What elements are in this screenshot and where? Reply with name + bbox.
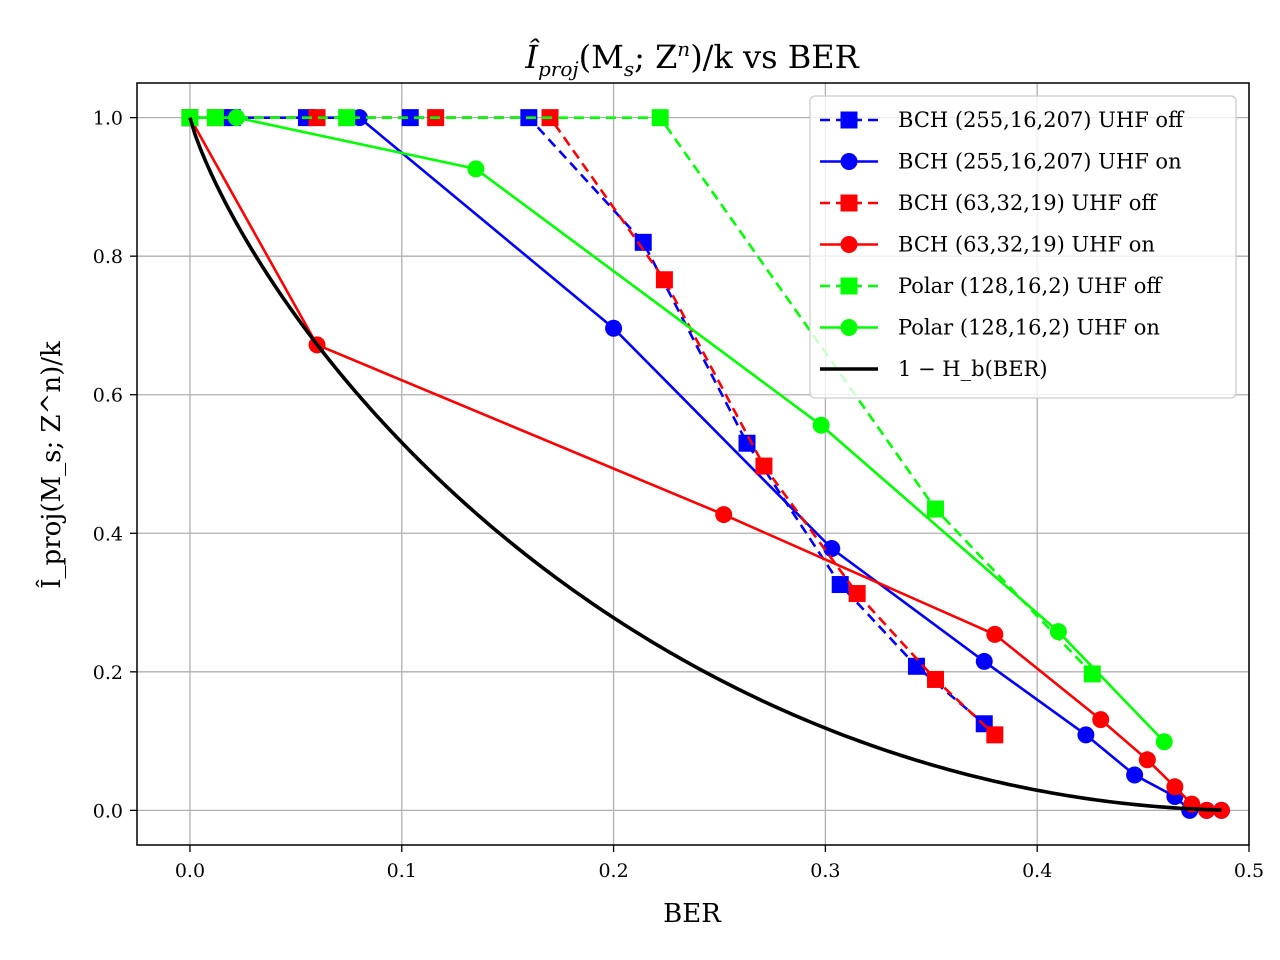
y-axis-label: Î_proj(M_s; Z^n)/k [35,341,67,589]
legend-label: 1 − H_b(BER) [898,357,1048,381]
data-point [652,109,669,126]
data-point [656,271,673,288]
data-point [605,320,622,337]
legend-label: Polar (128,16,2) UHF off [898,274,1163,298]
y-tick-label: 0.2 [93,662,123,684]
data-point [986,626,1003,643]
data-point [927,671,944,688]
legend-label: Polar (128,16,2) UHF on [898,316,1160,340]
data-point [715,506,732,523]
data-point [1139,751,1156,768]
data-point [228,109,245,126]
x-tick-label: 0.4 [1022,860,1052,882]
x-tick-label: 0.0 [175,860,205,882]
legend-marker [841,319,858,336]
legend-marker [841,278,858,295]
legend-marker [841,195,858,212]
y-tick-label: 0.4 [93,523,123,545]
legend-label: BCH (63,32,19) UHF on [898,233,1155,257]
x-tick-label: 0.5 [1234,860,1264,882]
legend-label: BCH (255,16,207) UHF on [898,150,1182,174]
y-tick-label: 0.0 [93,800,123,822]
data-point [1077,726,1094,743]
legend-marker [841,236,858,253]
data-point [986,726,1003,743]
data-point [1092,711,1109,728]
data-point [1126,767,1143,784]
data-point [813,417,830,434]
y-tick-label: 0.8 [93,246,123,268]
data-point [338,109,355,126]
legend-marker [841,112,858,129]
x-tick-label: 0.2 [598,860,628,882]
data-point [1156,733,1173,750]
x-axis-label: BER [663,899,722,929]
data-point [927,501,944,518]
data-point [849,585,866,602]
legend-label: BCH (255,16,207) UHF off [898,108,1185,132]
data-point [467,160,484,177]
legend: BCH (255,16,207) UHF off BCH (255,16,207)… [810,96,1236,398]
x-tick-label: 0.3 [810,860,840,882]
y-tick-label: 1.0 [93,108,123,130]
chart: 0.0 0.1 0.2 0.3 0.4 0.50.00.20.40.60.81.0 Îpr… [0,0,1280,960]
data-point [976,653,993,670]
data-point [832,576,849,593]
data-point [1050,623,1067,640]
y-tick-label: 0.6 [93,385,123,407]
data-point [755,458,772,475]
legend-marker [841,153,858,170]
x-tick-label: 0.1 [387,860,417,882]
data-point [1166,778,1183,795]
legend-label: BCH (63,32,19) UHF off [898,191,1158,215]
